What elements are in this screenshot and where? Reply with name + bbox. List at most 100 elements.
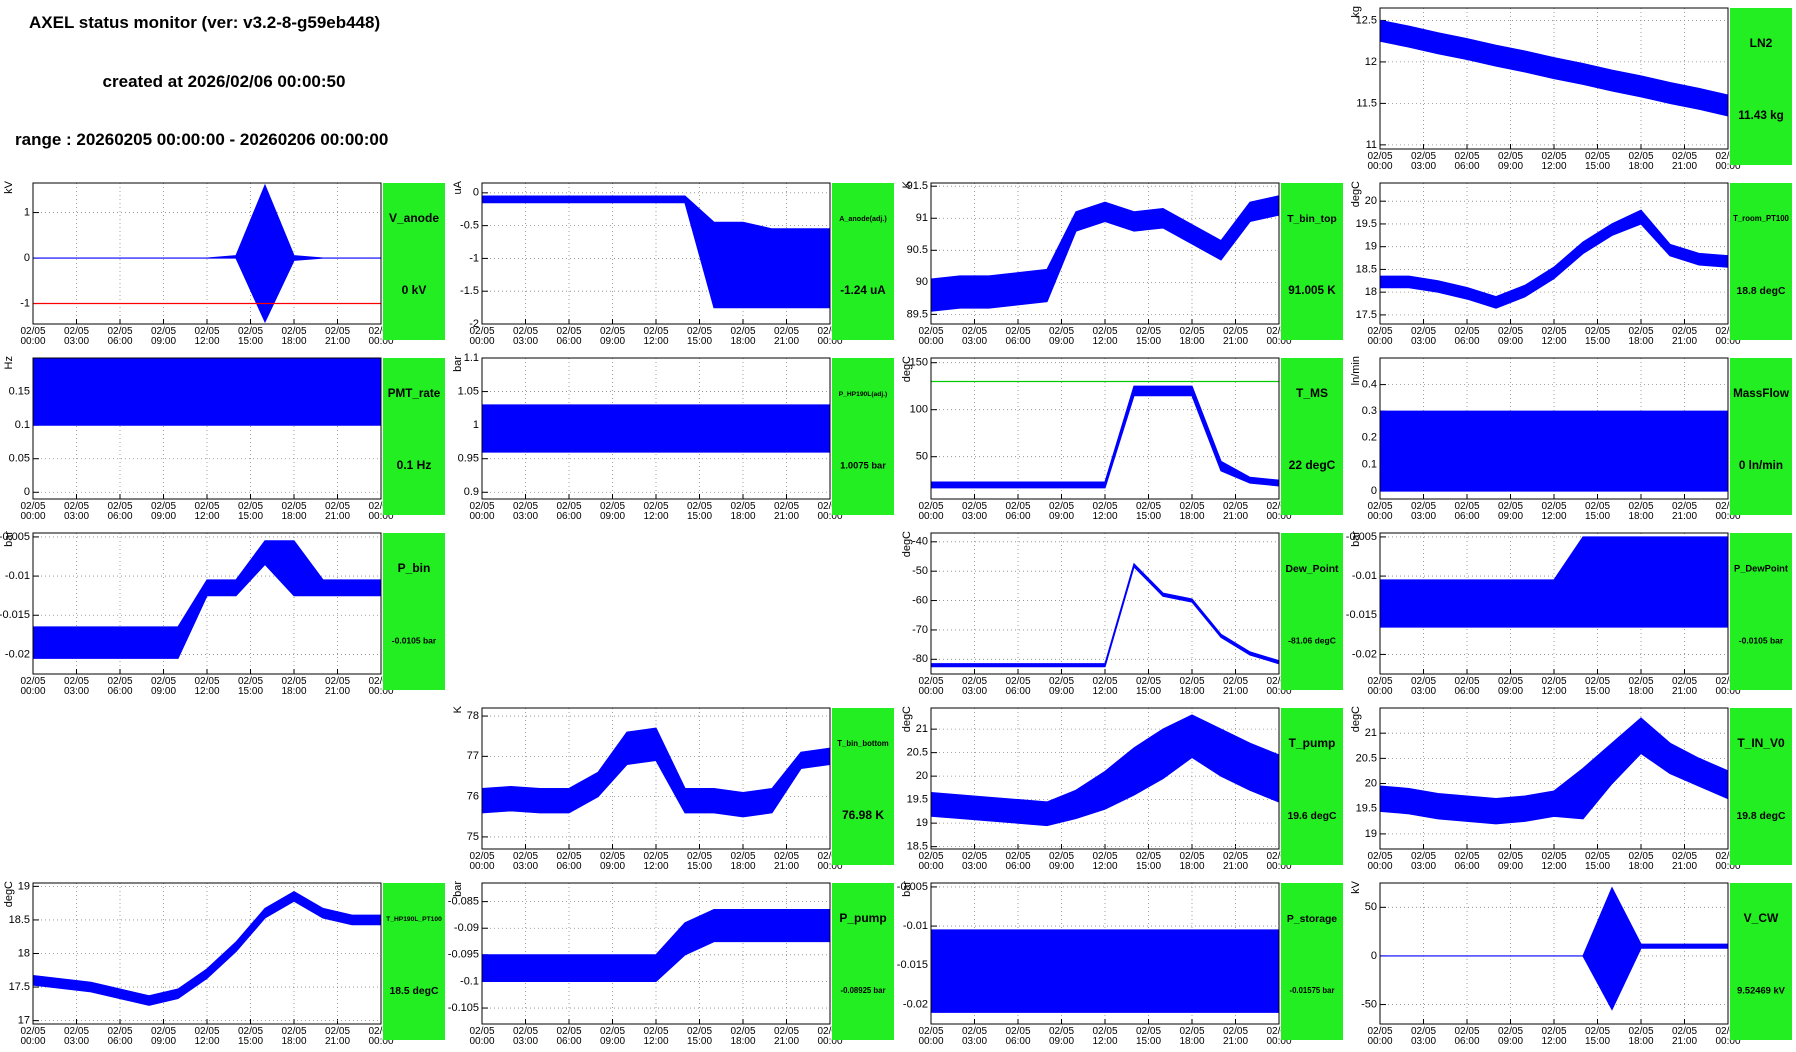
y-tick-label: 20.5 xyxy=(1356,752,1377,764)
x-tick-date: 02/05 xyxy=(1367,501,1392,512)
y-axis-label: degC xyxy=(901,356,913,382)
y-tick-label: 89.5 xyxy=(907,308,928,320)
x-tick-time: 00:00 xyxy=(1715,161,1740,172)
x-tick-time: 18:00 xyxy=(1179,511,1204,522)
status-box xyxy=(383,883,445,1040)
x-tick-time: 18:00 xyxy=(281,1036,306,1047)
x-tick-time: 21:00 xyxy=(1672,161,1697,172)
x-tick-time: 03:00 xyxy=(513,336,538,347)
x-tick-time: 06:00 xyxy=(556,336,581,347)
x-tick-time: 18:00 xyxy=(281,686,306,697)
x-tick-date: 02/05 xyxy=(1367,151,1392,162)
y-tick-label: 90.5 xyxy=(907,244,928,256)
x-tick-time: 00:00 xyxy=(918,336,943,347)
x-tick-date: 02/06 xyxy=(817,851,842,862)
status-box xyxy=(1730,358,1792,515)
panel: 02/0500:0002/0503:0002/0506:0002/0509:00… xyxy=(1350,706,1792,872)
x-tick-date: 02/06 xyxy=(1266,676,1291,687)
x-tick-time: 03:00 xyxy=(1411,861,1436,872)
x-tick-date: 02/05 xyxy=(1223,326,1248,337)
x-tick-time: 06:00 xyxy=(107,1036,132,1047)
status-name: PMT_rate xyxy=(388,387,441,400)
x-tick-time: 00:00 xyxy=(368,1036,393,1047)
y-tick-label: 18 xyxy=(1365,286,1377,298)
plot-background xyxy=(33,883,381,1024)
x-tick-time: 09:00 xyxy=(1498,861,1523,872)
x-tick-time: 00:00 xyxy=(1715,686,1740,697)
data-band xyxy=(1380,19,1728,117)
y-tick-label: 17.5 xyxy=(1356,309,1377,321)
x-tick-date: 02/05 xyxy=(151,1026,176,1037)
x-tick-date: 02/05 xyxy=(1005,1026,1030,1037)
y-tick-label: 21 xyxy=(1365,727,1377,739)
x-tick-date: 02/05 xyxy=(1585,501,1610,512)
y-tick-label: -0.015 xyxy=(1346,609,1377,621)
x-tick-time: 21:00 xyxy=(325,1036,350,1047)
y-tick-label: 0.9 xyxy=(464,486,479,498)
x-tick-date: 02/05 xyxy=(238,501,263,512)
x-tick-date: 02/05 xyxy=(962,326,987,337)
status-box xyxy=(832,708,894,865)
x-tick-time: 00:00 xyxy=(1715,1036,1740,1047)
y-tick-label: 19 xyxy=(916,817,928,829)
x-tick-date: 02/05 xyxy=(1223,1026,1248,1037)
x-tick-time: 21:00 xyxy=(1672,686,1697,697)
x-tick-time: 09:00 xyxy=(600,511,625,522)
y-tick-label: 77 xyxy=(467,750,479,762)
status-name: P_HP190L(adj.) xyxy=(839,391,888,398)
status-name: P_bin xyxy=(398,561,431,575)
x-tick-time: 12:00 xyxy=(194,686,219,697)
y-tick-label: 90 xyxy=(916,276,928,288)
x-tick-date: 02/05 xyxy=(107,326,132,337)
x-tick-time: 03:00 xyxy=(513,511,538,522)
x-tick-date: 02/05 xyxy=(1367,676,1392,687)
x-tick-time: 12:00 xyxy=(1541,686,1566,697)
x-tick-date: 02/05 xyxy=(1411,501,1436,512)
status-box xyxy=(1281,533,1343,690)
x-tick-date: 02/05 xyxy=(774,501,799,512)
x-tick-date: 02/05 xyxy=(107,676,132,687)
x-tick-date: 02/06 xyxy=(1715,851,1740,862)
y-axis-label: Hz xyxy=(3,356,15,369)
panel: 02/0500:0002/0503:0002/0506:0002/0509:00… xyxy=(901,180,1343,347)
plot-frame xyxy=(1379,357,1729,500)
status-value: 19.6 degC xyxy=(1287,811,1337,822)
x-tick-time: 00:00 xyxy=(1367,686,1392,697)
y-tick-label: 19.5 xyxy=(1356,803,1377,815)
panel: 02/0500:0002/0503:0002/0506:0002/0509:00… xyxy=(1350,880,1792,1047)
x-tick-time: 18:00 xyxy=(730,861,755,872)
x-tick-date: 02/05 xyxy=(20,326,45,337)
status-box xyxy=(1730,883,1792,1040)
y-tick-label: 150 xyxy=(910,357,928,369)
y-tick-label: 0 xyxy=(473,187,479,199)
x-tick-date: 02/05 xyxy=(962,851,987,862)
x-tick-date: 02/06 xyxy=(368,676,393,687)
x-tick-date: 02/05 xyxy=(20,1026,45,1037)
x-tick-date: 02/05 xyxy=(730,851,755,862)
x-tick-date: 02/05 xyxy=(1049,1026,1074,1037)
x-tick-date: 02/05 xyxy=(281,1026,306,1037)
x-tick-date: 02/05 xyxy=(1498,676,1523,687)
y-tick-label: 20 xyxy=(1365,195,1377,207)
y-tick-label: -1 xyxy=(20,297,30,309)
x-tick-date: 02/05 xyxy=(238,676,263,687)
status-name: T_HP190L_PT100 xyxy=(386,916,442,923)
y-axis-label: bar xyxy=(3,531,15,547)
data-band xyxy=(1380,209,1728,309)
y-axis-label: degC xyxy=(901,531,913,557)
y-tick-label: 0.15 xyxy=(9,385,30,397)
x-tick-date: 02/05 xyxy=(1049,676,1074,687)
status-value: -0.01575 bar xyxy=(1290,986,1335,995)
status-box xyxy=(383,183,445,340)
x-tick-time: 12:00 xyxy=(643,861,668,872)
y-tick-label: 50 xyxy=(1365,901,1377,913)
x-tick-time: 21:00 xyxy=(325,511,350,522)
x-tick-date: 02/05 xyxy=(1049,326,1074,337)
plot-frame xyxy=(930,882,1280,1025)
y-tick-label: 0.3 xyxy=(1362,405,1377,417)
status-name: T_MS xyxy=(1296,386,1328,400)
x-tick-date: 02/05 xyxy=(1223,851,1248,862)
x-tick-time: 09:00 xyxy=(1498,686,1523,697)
x-tick-date: 02/05 xyxy=(1454,326,1479,337)
